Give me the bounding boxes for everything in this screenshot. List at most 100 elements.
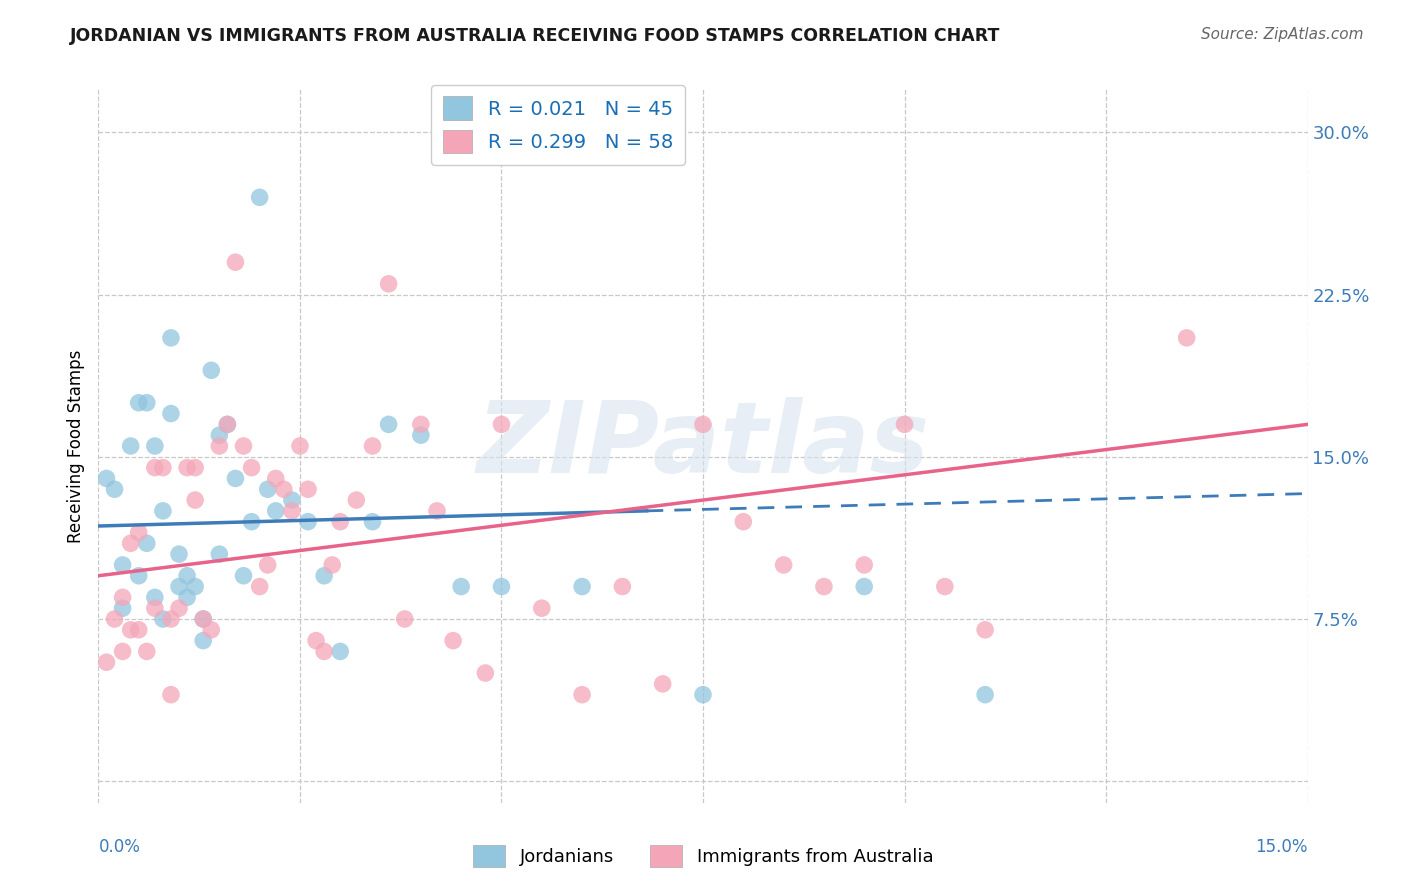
Point <box>321 558 343 572</box>
Point <box>314 568 336 582</box>
Point <box>813 580 835 594</box>
Point <box>217 417 239 432</box>
Point <box>167 580 190 594</box>
Point <box>692 417 714 432</box>
Point <box>1175 331 1198 345</box>
Point <box>344 493 367 508</box>
Point <box>96 471 118 485</box>
Text: 0.0%: 0.0% <box>98 838 141 856</box>
Point <box>491 417 513 432</box>
Point <box>120 439 142 453</box>
Point <box>200 363 222 377</box>
Point <box>128 623 150 637</box>
Point <box>120 623 142 637</box>
Point <box>232 439 254 453</box>
Point <box>974 623 997 637</box>
Point <box>224 255 246 269</box>
Point <box>143 460 166 475</box>
Point <box>305 633 328 648</box>
Point <box>167 601 190 615</box>
Text: JORDANIAN VS IMMIGRANTS FROM AUSTRALIA RECEIVING FOOD STAMPS CORRELATION CHART: JORDANIAN VS IMMIGRANTS FROM AUSTRALIA R… <box>70 27 1001 45</box>
Point <box>128 525 150 540</box>
Point <box>193 612 215 626</box>
Point <box>111 644 134 658</box>
Point <box>377 417 399 432</box>
Point <box>208 439 231 453</box>
Point <box>974 688 997 702</box>
Point <box>167 547 190 561</box>
Point <box>120 536 142 550</box>
Point <box>103 482 125 496</box>
Point <box>143 601 166 615</box>
Point <box>111 601 134 615</box>
Point <box>193 612 215 626</box>
Point <box>491 580 513 594</box>
Point <box>160 688 183 702</box>
Point <box>128 396 150 410</box>
Point <box>249 580 271 594</box>
Point <box>893 417 915 432</box>
Point <box>571 688 593 702</box>
Point <box>934 580 956 594</box>
Text: ZIPatlas: ZIPatlas <box>477 398 929 494</box>
Legend: R = 0.021   N = 45, R = 0.299   N = 58: R = 0.021 N = 45, R = 0.299 N = 58 <box>432 85 685 165</box>
Point <box>329 515 352 529</box>
Point <box>208 547 231 561</box>
Point <box>103 612 125 626</box>
Point <box>361 515 384 529</box>
Point <box>772 558 794 572</box>
Point <box>288 439 311 453</box>
Point <box>264 504 287 518</box>
Point <box>160 407 183 421</box>
Point <box>256 482 278 496</box>
Point <box>256 558 278 572</box>
Point <box>240 460 263 475</box>
Point <box>249 190 271 204</box>
Point <box>232 568 254 582</box>
Point <box>128 568 150 582</box>
Point <box>329 644 352 658</box>
Point <box>152 612 174 626</box>
Point <box>200 623 222 637</box>
Point <box>135 644 157 658</box>
Point <box>450 580 472 594</box>
Point <box>176 460 198 475</box>
Point <box>409 428 432 442</box>
Point <box>264 471 287 485</box>
Point <box>297 482 319 496</box>
Point <box>96 655 118 669</box>
Point <box>111 558 134 572</box>
Point <box>394 612 416 626</box>
Point <box>377 277 399 291</box>
Point <box>651 677 673 691</box>
Point <box>176 591 198 605</box>
Legend: Jordanians, Immigrants from Australia: Jordanians, Immigrants from Australia <box>465 838 941 874</box>
Point <box>176 568 198 582</box>
Point <box>111 591 134 605</box>
Point <box>184 493 207 508</box>
Point <box>853 580 876 594</box>
Point <box>571 580 593 594</box>
Point <box>152 460 174 475</box>
Point <box>361 439 384 453</box>
Point <box>152 504 174 518</box>
Point <box>733 515 755 529</box>
Point <box>409 417 432 432</box>
Point <box>224 471 246 485</box>
Point <box>160 331 183 345</box>
Point <box>273 482 295 496</box>
Point <box>143 439 166 453</box>
Point <box>426 504 449 518</box>
Point <box>135 396 157 410</box>
Point <box>135 536 157 550</box>
Point <box>474 666 496 681</box>
Text: Source: ZipAtlas.com: Source: ZipAtlas.com <box>1201 27 1364 42</box>
Point <box>208 428 231 442</box>
Point <box>530 601 553 615</box>
Point <box>297 515 319 529</box>
Point <box>184 580 207 594</box>
Text: 15.0%: 15.0% <box>1256 838 1308 856</box>
Point <box>441 633 464 648</box>
Point <box>193 633 215 648</box>
Point <box>853 558 876 572</box>
